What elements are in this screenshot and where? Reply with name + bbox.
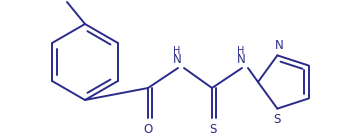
Text: H: H [237,46,245,56]
Text: S: S [274,113,281,126]
Text: N: N [173,53,182,66]
Text: O: O [143,123,153,136]
Text: H: H [173,46,181,56]
Text: S: S [209,123,217,136]
Text: N: N [275,39,284,52]
Text: N: N [237,53,245,66]
